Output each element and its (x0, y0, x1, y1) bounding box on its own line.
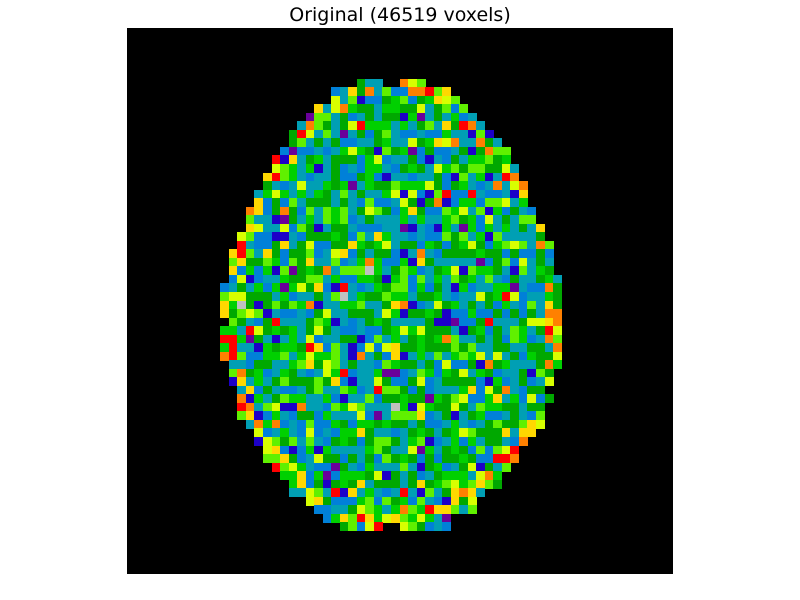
figure-title: Original (46519 voxels) (289, 4, 511, 26)
brain-slice-image (127, 28, 673, 574)
image-axes (127, 28, 673, 574)
